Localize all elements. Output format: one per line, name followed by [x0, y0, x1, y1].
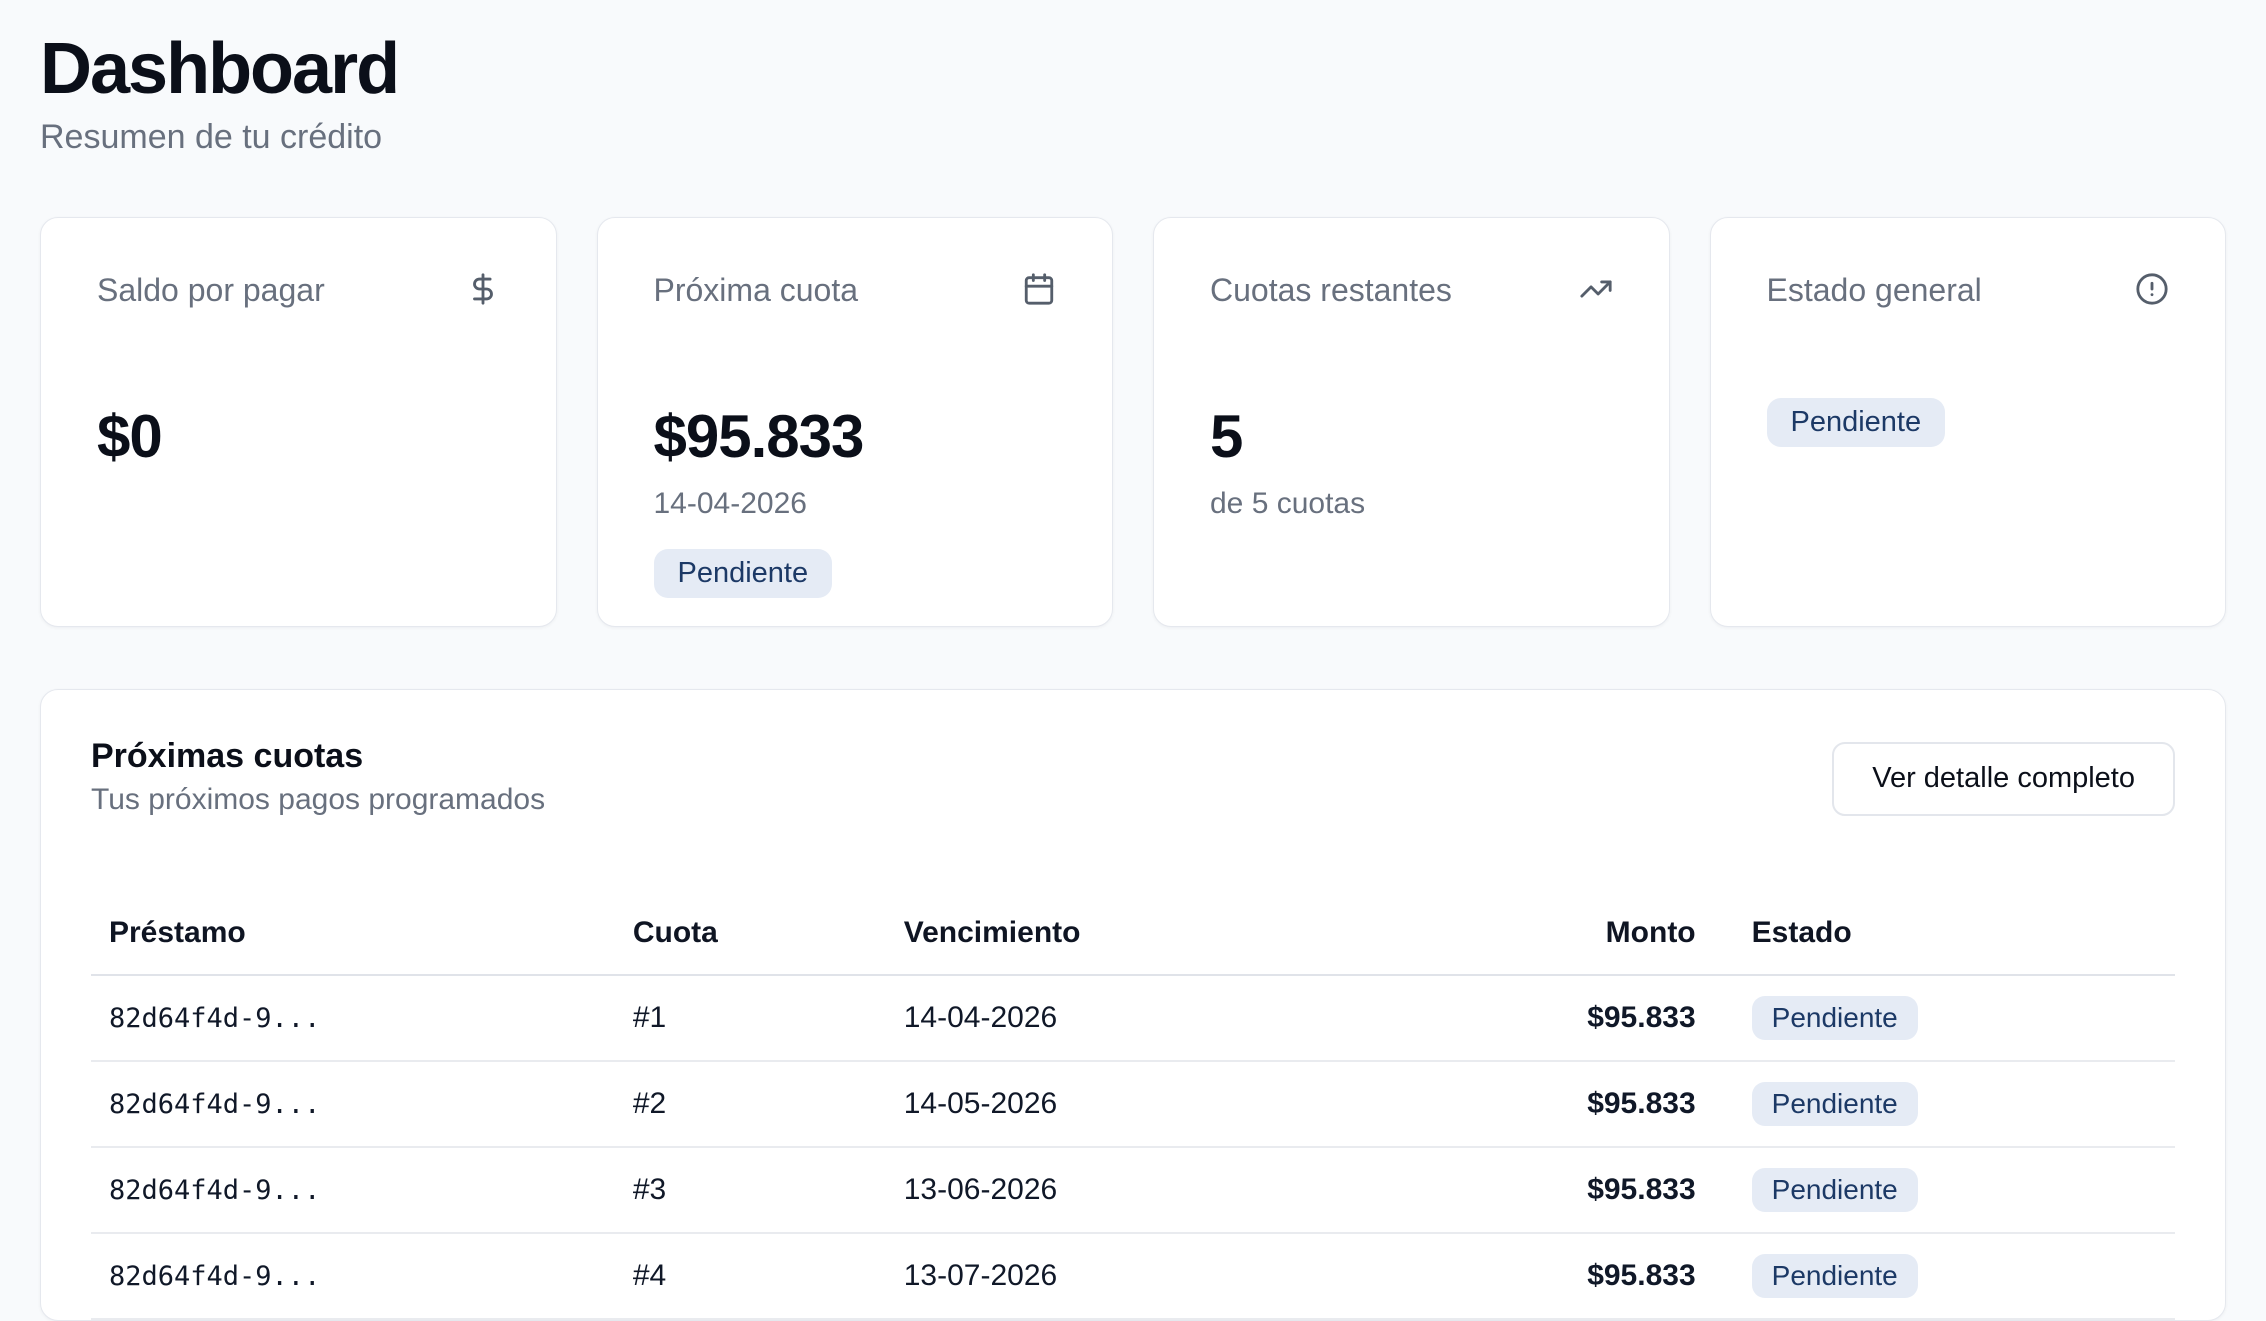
column-header-monto: Monto [1362, 916, 1696, 977]
page-title: Dashboard [40, 29, 400, 109]
column-header-estado: Estado [1695, 916, 2175, 977]
trending-up-icon [1579, 272, 1613, 306]
cuotas-restantes-value: 5 [1210, 402, 1243, 470]
installment-number: #4 [632, 1233, 904, 1321]
card-estado-general: Estado general Pendiente [1709, 216, 2226, 627]
amount: $95.833 [1587, 1001, 1696, 1035]
card-title: Saldo por pagar [97, 271, 325, 308]
proxima-cuota-date: 14-04-2026 [653, 486, 807, 520]
alert-circle-icon [2135, 272, 2169, 306]
badge-row: Pendiente [1766, 397, 2170, 447]
ver-detalle-completo-button[interactable]: Ver detalle completo [1832, 741, 2175, 816]
card-header: Estado general [1767, 270, 2170, 312]
loan-id: 82d64f4d-9... [109, 1175, 321, 1207]
card-header: Próxima cuota [654, 270, 1057, 312]
badge-row: Pendiente [653, 549, 1057, 599]
card-header: Cuotas restantes [1210, 270, 1613, 312]
calendar-icon [1022, 272, 1056, 306]
panel-title: Próximas cuotas [91, 736, 364, 775]
installment-number: #2 [632, 1061, 904, 1149]
payments-table: Préstamo Cuota Vencimiento Monto Estado … [91, 916, 2175, 1321]
due-date: 13-07-2026 [903, 1233, 1363, 1321]
installment-number: #3 [632, 1147, 904, 1235]
proxima-cuota-value: $95.833 [653, 402, 865, 470]
due-date: 14-05-2026 [903, 1061, 1363, 1149]
proximas-cuotas-panel: Próximas cuotas Tus próximos pagos progr… [40, 688, 2226, 1321]
status-badge: Pendiente [1766, 397, 1946, 447]
status-badge: Pendiente [1751, 996, 1918, 1041]
card-header: Saldo por pagar [97, 270, 500, 312]
panel-subtitle: Tus próximos pagos programados [91, 783, 546, 817]
saldo-value: $0 [97, 402, 163, 470]
status-badge: Pendiente [1751, 1168, 1918, 1213]
table-header-row: Préstamo Cuota Vencimiento Monto Estado [91, 916, 2175, 977]
status-badge: Pendiente [653, 549, 833, 599]
column-header-vencimiento: Vencimiento [903, 916, 1363, 977]
loan-id: 82d64f4d-9... [109, 1089, 321, 1121]
card-cuotas-restantes: Cuotas restantes 5 de 5 cuotas [1153, 216, 1670, 627]
table-row: 82d64f4d-9... #2 14-05-2026 $95.833 Pend… [91, 1061, 2175, 1149]
card-title: Próxima cuota [653, 271, 859, 308]
loan-id: 82d64f4d-9... [109, 1261, 321, 1293]
loan-id: 82d64f4d-9... [109, 1003, 321, 1035]
card-saldo-por-pagar: Saldo por pagar $0 [40, 216, 557, 627]
dollar-sign-icon [466, 272, 500, 306]
amount: $95.833 [1587, 1087, 1696, 1121]
due-date: 14-04-2026 [903, 975, 1363, 1063]
card-proxima-cuota: Próxima cuota $95.833 14-04-2026 Pendien… [596, 216, 1113, 627]
column-header-cuota: Cuota [632, 916, 904, 977]
panel-header-text: Próximas cuotas Tus próximos pagos progr… [91, 734, 545, 820]
stat-cards-row: Saldo por pagar $0 Próxima cuota $95.833… [40, 216, 2226, 627]
page-subtitle: Resumen de tu crédito [40, 117, 383, 156]
amount: $95.833 [1587, 1259, 1696, 1293]
status-badge: Pendiente [1751, 1082, 1918, 1127]
column-header-prestamo: Préstamo [91, 916, 633, 977]
installment-number: #1 [632, 975, 904, 1063]
panel-header: Próximas cuotas Tus próximos pagos progr… [91, 734, 2175, 820]
card-title: Cuotas restantes [1210, 271, 1452, 308]
amount: $95.833 [1587, 1173, 1696, 1207]
cuotas-restantes-caption: de 5 cuotas [1210, 486, 1366, 520]
status-badge: Pendiente [1751, 1254, 1918, 1299]
table-row: 82d64f4d-9... #3 13-06-2026 $95.833 Pend… [91, 1147, 2175, 1235]
due-date: 13-06-2026 [903, 1147, 1363, 1235]
table-row: 82d64f4d-9... #4 13-07-2026 $95.833 Pend… [91, 1233, 2175, 1321]
card-title: Estado general [1766, 271, 1982, 308]
table-row: 82d64f4d-9... #1 14-04-2026 $95.833 Pend… [91, 975, 2175, 1063]
